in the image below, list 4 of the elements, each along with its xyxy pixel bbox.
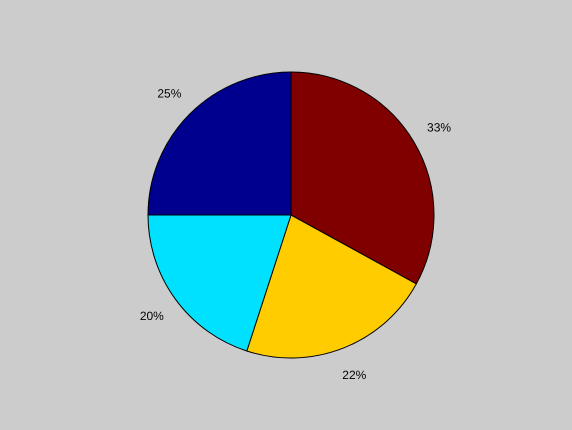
data-label: 20% — [140, 309, 164, 324]
data-label: 25% — [157, 86, 182, 100]
data-label: 22% — [342, 368, 367, 382]
data-label: 33% — [427, 120, 452, 134]
